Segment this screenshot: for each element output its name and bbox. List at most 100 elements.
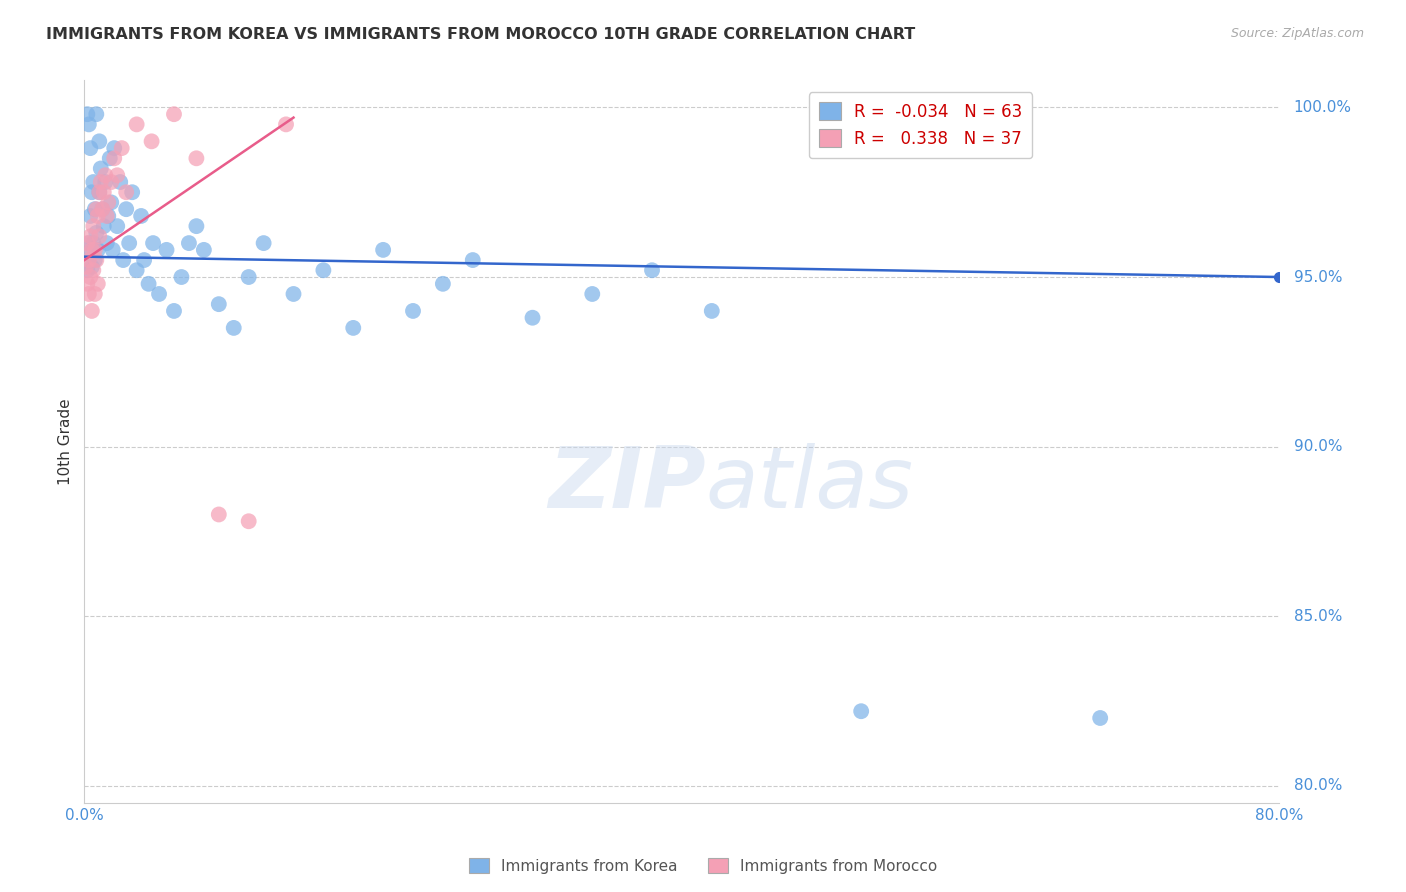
Point: [75, 260, 97, 274]
Point: [163, 107, 186, 121]
Point: [77, 253, 100, 268]
Point: [373, 243, 395, 257]
Point: [186, 219, 208, 234]
Point: [77, 236, 100, 251]
Point: [80, 243, 103, 257]
Point: [101, 243, 124, 257]
Point: [86, 253, 108, 268]
Point: [94, 175, 117, 189]
Point: [193, 243, 215, 257]
Point: [208, 297, 231, 311]
Point: [76, 277, 98, 291]
Point: [80, 185, 103, 199]
Point: [82, 219, 104, 234]
Text: 90.0%: 90.0%: [1294, 439, 1343, 454]
Point: [274, 117, 297, 131]
Point: [100, 195, 122, 210]
Point: [89, 185, 111, 199]
Text: 85.0%: 85.0%: [1294, 608, 1343, 624]
Point: [312, 263, 335, 277]
Text: IMMIGRANTS FROM KOREA VS IMMIGRANTS FROM MOROCCO 10TH GRADE CORRELATION CHART: IMMIGRANTS FROM KOREA VS IMMIGRANTS FROM…: [46, 27, 915, 42]
Point: [111, 141, 134, 155]
Point: [82, 236, 104, 251]
Point: [238, 514, 260, 528]
Point: [141, 134, 163, 148]
Point: [89, 229, 111, 244]
Point: [112, 253, 135, 268]
Point: [87, 277, 110, 291]
Point: [87, 243, 110, 257]
Point: [177, 236, 200, 251]
Point: [86, 226, 108, 240]
Point: [89, 134, 111, 148]
Point: [90, 175, 112, 189]
Text: 80.0%: 80.0%: [1294, 779, 1343, 793]
Point: [77, 117, 100, 131]
Point: [105, 219, 128, 234]
Point: [851, 704, 873, 718]
Point: [96, 209, 118, 223]
Point: [76, 236, 98, 251]
Point: [76, 107, 98, 121]
Point: [91, 202, 114, 217]
Point: [80, 304, 103, 318]
Point: [208, 508, 231, 522]
Point: [82, 175, 104, 189]
Point: [283, 287, 305, 301]
Point: [79, 270, 101, 285]
Point: [138, 277, 160, 291]
Point: [461, 253, 484, 268]
Point: [103, 151, 125, 165]
Point: [110, 175, 132, 189]
Point: [77, 287, 100, 301]
Point: [89, 185, 111, 199]
Point: [581, 287, 603, 301]
Point: [103, 141, 125, 155]
Point: [1090, 711, 1112, 725]
Point: [402, 304, 425, 318]
Text: Source: ZipAtlas.com: Source: ZipAtlas.com: [1230, 27, 1364, 40]
Point: [98, 151, 121, 165]
Point: [186, 151, 208, 165]
Point: [118, 236, 141, 251]
Point: [90, 161, 112, 176]
Y-axis label: 10th Grade: 10th Grade: [58, 398, 73, 485]
Point: [342, 321, 364, 335]
Point: [522, 310, 544, 325]
Point: [87, 209, 110, 223]
Text: 95.0%: 95.0%: [1294, 269, 1343, 285]
Point: [82, 263, 104, 277]
Point: [83, 287, 105, 301]
Point: [700, 304, 723, 318]
Point: [83, 202, 105, 217]
Point: [253, 236, 276, 251]
Point: [163, 304, 186, 318]
Point: [79, 141, 101, 155]
Point: [86, 202, 108, 217]
Text: atlas: atlas: [706, 443, 914, 526]
Point: [222, 321, 245, 335]
Point: [79, 209, 101, 223]
Point: [94, 168, 117, 182]
Point: [79, 229, 101, 244]
Point: [115, 185, 138, 199]
Point: [93, 219, 115, 234]
Point: [148, 287, 170, 301]
Point: [142, 236, 165, 251]
Point: [115, 202, 138, 217]
Point: [432, 277, 454, 291]
Point: [100, 175, 122, 189]
Point: [238, 270, 260, 285]
Point: [170, 270, 193, 285]
Point: [97, 195, 120, 210]
Point: [96, 236, 118, 251]
Point: [641, 263, 664, 277]
Text: 100.0%: 100.0%: [1294, 100, 1351, 115]
Point: [97, 209, 120, 223]
Point: [155, 243, 177, 257]
Point: [129, 209, 152, 223]
Point: [125, 263, 148, 277]
Point: [105, 168, 128, 182]
Point: [86, 107, 108, 121]
Text: ZIP: ZIP: [548, 443, 706, 526]
